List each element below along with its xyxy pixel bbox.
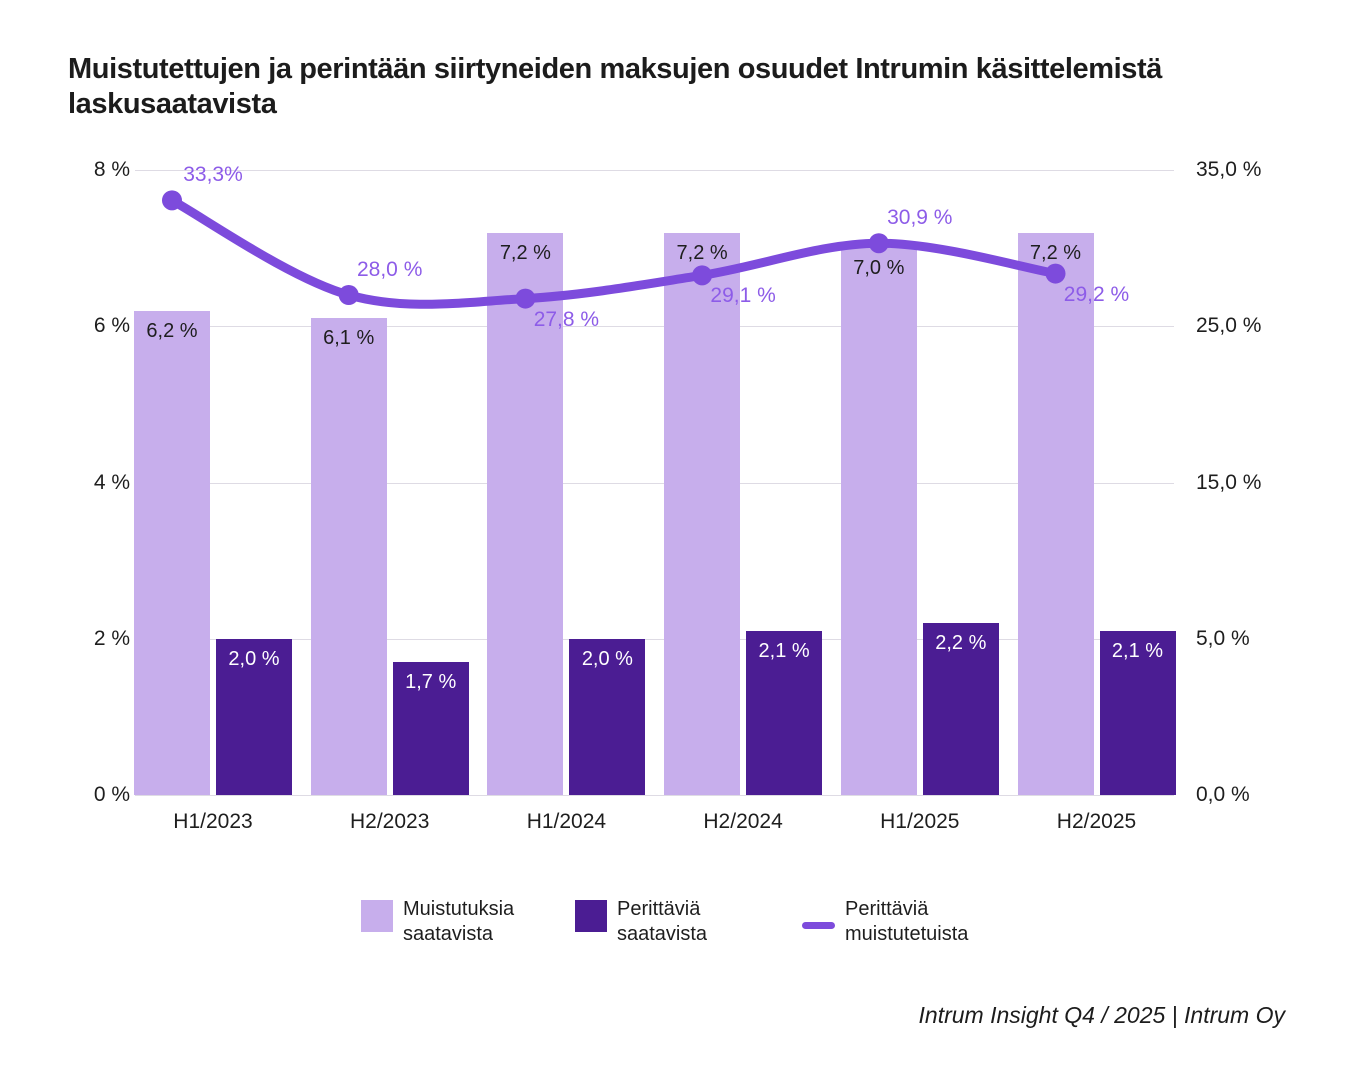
x-axis-label-h2-2023: H2/2023 [349, 810, 430, 833]
bar-value-label: 6,1 % [323, 327, 375, 350]
trend-line [167, 195, 1060, 309]
bar-perittavia-h2-2025 [1099, 630, 1176, 795]
left-axis-tick: 8 % [93, 158, 130, 181]
bar-value-label: 7,0 % [853, 257, 905, 280]
gridline [135, 795, 1174, 796]
bar-perittavia-h2-2023 [392, 662, 469, 795]
bar-value-label: 1,7 % [405, 671, 457, 694]
bar-muistutuksia-h1-2024 [487, 232, 564, 795]
trend-point-label: 30,9 % [887, 206, 953, 230]
bar-perittavia-h1-2024 [569, 638, 646, 795]
trend-point-label: 27,8 % [533, 307, 600, 331]
trend-point-label: 29,2 % [1063, 282, 1130, 306]
x-axis-label-h1-2023: H1/2023 [173, 810, 253, 833]
legend-swatch-muistutuksia [361, 900, 393, 932]
trend-point [515, 288, 536, 309]
bar-value-label: 7,2 % [676, 241, 728, 264]
legend-swatch-perittavia [575, 900, 607, 932]
bar-muistutuksia-h2-2025 [1017, 232, 1094, 795]
x-axis-label-h1-2025: H1/2025 [880, 810, 960, 833]
bar-muistutuksia-h1-2025 [840, 248, 917, 795]
bar-value-label: 7,2 % [499, 241, 551, 264]
legend-swatch-line-series [802, 922, 835, 929]
chart-title-line1: Muistutettujen ja perintään siirtyneiden… [68, 53, 1162, 85]
bar-perittavia-h2-2024 [746, 630, 823, 795]
left-axis-tick: 0 % [93, 783, 130, 806]
bar-value-label: 2,0 % [581, 647, 633, 670]
bar-perittavia-h1-2025 [922, 623, 999, 795]
trend-point-label: 29,1 % [710, 284, 776, 308]
bar-value-label: 2,2 % [935, 632, 987, 655]
legend-label-perittavia: Perittäviä saatavista [617, 898, 708, 945]
right-axis-tick: 15,0 % [1196, 470, 1262, 494]
right-axis-tick: 35,0 % [1196, 158, 1262, 181]
trend-point [1045, 263, 1066, 284]
bar-muistutuksia-h2-2024 [664, 232, 741, 795]
gridline [135, 482, 1174, 484]
left-axis-tick: 4 % [93, 470, 130, 494]
left-axis-tick: 6 % [93, 314, 130, 338]
x-axis-label-h1-2024: H1/2024 [526, 810, 607, 833]
right-axis-tick: 5,0 % [1196, 626, 1250, 650]
chart-title: Muistutettujen ja perintään siirtyneiden… [68, 52, 1298, 122]
x-axis-label-h2-2025: H2/2025 [1056, 810, 1137, 833]
right-axis-tick: 25,0 % [1196, 314, 1262, 338]
x-axis-label-h2-2024: H2/2024 [703, 810, 783, 833]
gridline [135, 638, 1174, 640]
source-note: Intrum Insight Q4 / 2025 | Intrum Oy [918, 1002, 1285, 1028]
trend-point [868, 233, 889, 254]
bar-muistutuksia-h1-2023 [134, 310, 210, 795]
bar-value-label: 2,1 % [1111, 639, 1164, 662]
trend-point [692, 265, 713, 286]
bar-value-label: 6,2 % [146, 319, 198, 342]
chart-title-line2: laskusaatavista [68, 88, 277, 120]
bar-value-label: 2,0 % [228, 647, 280, 670]
trend-point-label: 28,0 % [356, 258, 423, 281]
bar-value-label: 2,1 % [758, 639, 810, 662]
legend-label-line-series: Perittäviä muistutetuista [845, 898, 969, 945]
bar-value-label: 7,2 % [1029, 241, 1082, 264]
gridline [135, 170, 1174, 171]
trend-point [162, 190, 182, 211]
trend-point-label: 33,3% [183, 163, 243, 187]
gridline [135, 326, 1174, 328]
left-axis-tick: 2 % [93, 626, 130, 650]
right-axis-tick: 0,0 % [1196, 783, 1250, 806]
bar-muistutuksia-h2-2023 [310, 318, 387, 795]
legend-label-muistutuksia: Muistutuksia saatavista [403, 898, 515, 945]
trend-point [338, 285, 359, 305]
bar-perittavia-h1-2023 [216, 638, 292, 795]
